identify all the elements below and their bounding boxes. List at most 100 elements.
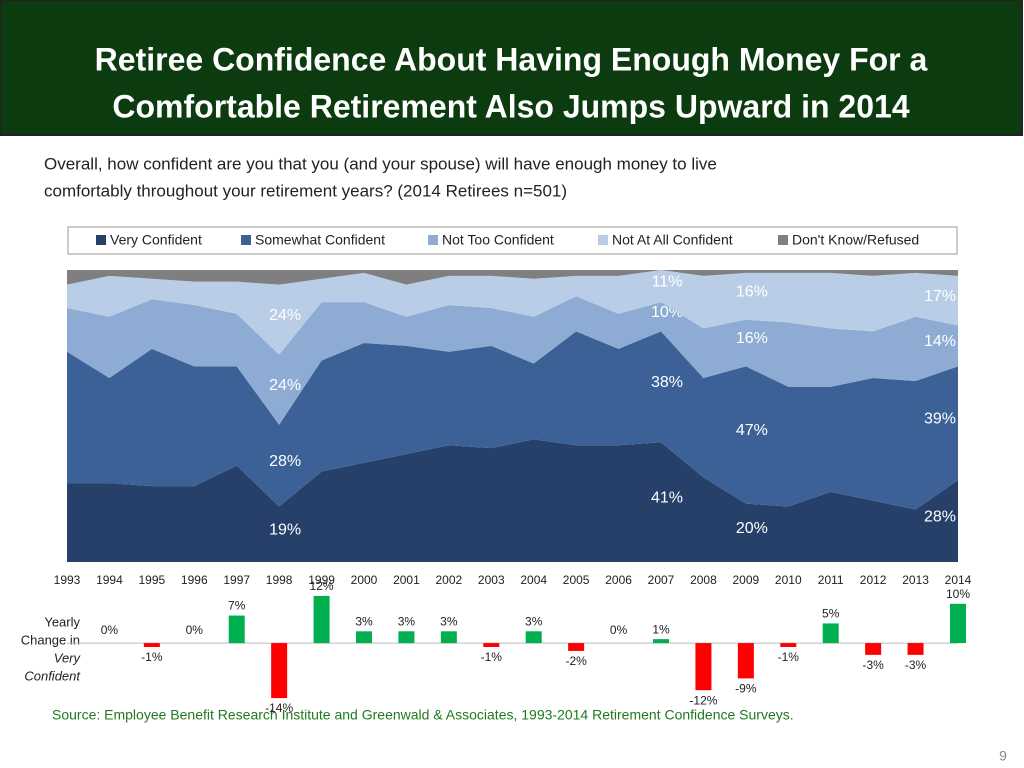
legend-label: Don't Know/Refused [792, 232, 919, 248]
data-label: -12% [689, 693, 717, 707]
data-label: 14% [924, 333, 956, 350]
legend-label: Very Confident [110, 232, 202, 248]
x-tick-label: 1994 [96, 573, 123, 587]
x-tick-label: 2014 [945, 573, 972, 587]
data-label: 1% [652, 622, 670, 636]
data-label: 7% [228, 599, 246, 613]
area-band [67, 439, 958, 562]
data-label: 10% [946, 587, 970, 601]
x-tick-label: 1998 [266, 573, 293, 587]
x-tick-label: 1999 [308, 573, 335, 587]
bar [695, 643, 712, 691]
data-label: 38% [651, 374, 683, 391]
x-tick-label: 2001 [393, 573, 420, 587]
data-label: 16% [736, 283, 768, 300]
x-tick-label: 2011 [818, 573, 844, 587]
bar [950, 603, 966, 644]
y-axis-label: Confident [24, 668, 81, 683]
data-label: 41% [651, 489, 683, 506]
legend-label: Not At All Confident [612, 232, 733, 248]
data-label: -3% [862, 658, 884, 672]
data-label: -2% [565, 654, 587, 668]
x-tick-label: 1993 [54, 573, 81, 587]
y-axis-label: Very [54, 650, 82, 665]
legend-label: Somewhat Confident [255, 232, 385, 248]
data-label: 11% [652, 273, 683, 290]
data-label: -1% [778, 650, 800, 664]
area-band [67, 331, 958, 510]
x-tick-label: 2004 [520, 573, 547, 587]
data-label: 19% [269, 521, 301, 538]
x-tick-label: 1995 [139, 573, 166, 587]
bar [356, 631, 372, 644]
legend-swatch [428, 235, 438, 245]
bar [398, 631, 415, 644]
bar [568, 643, 585, 651]
data-label: 3% [398, 614, 416, 628]
subtitle-line: Overall, how confident are you that you … [44, 154, 717, 173]
bar [271, 643, 288, 699]
bar [907, 643, 924, 655]
data-label: 0% [186, 623, 204, 637]
title-line: Comfortable Retirement Also Jumps Upward… [112, 88, 909, 124]
data-label: 3% [525, 614, 543, 628]
title-banner [0, 0, 1023, 136]
data-label: -1% [481, 650, 503, 664]
x-tick-label: 2009 [733, 573, 760, 587]
area-band [67, 270, 958, 285]
area-band [67, 296, 958, 425]
legend-swatch [598, 235, 608, 245]
data-label: 28% [269, 453, 301, 470]
data-label: 28% [924, 508, 956, 525]
data-label: 3% [355, 614, 373, 628]
legend-label: Not Too Confident [442, 232, 554, 248]
data-label: 17% [924, 288, 956, 305]
source-note: Source: Employee Benefit Research Instit… [52, 707, 794, 723]
subtitle-line: comfortably throughout your retirement y… [44, 181, 567, 200]
data-label: 16% [736, 330, 768, 347]
x-tick-label: 1996 [181, 573, 208, 587]
x-tick-label: 2007 [648, 573, 675, 587]
page-number: 9 [999, 748, 1007, 764]
data-label: 24% [269, 377, 301, 394]
bar [780, 643, 797, 647]
x-tick-label: 2008 [690, 573, 717, 587]
data-label: 0% [101, 623, 119, 637]
x-tick-label: 2002 [436, 573, 463, 587]
legend-swatch [778, 235, 788, 245]
bar [440, 631, 457, 644]
data-label: 39% [924, 411, 956, 428]
bar [228, 615, 245, 644]
data-label: 3% [440, 614, 458, 628]
data-label: -3% [905, 658, 927, 672]
data-label: 47% [736, 422, 768, 439]
bar [653, 639, 669, 644]
x-tick-label: 2000 [351, 573, 378, 587]
data-label: 0% [610, 623, 628, 637]
data-label: 5% [822, 607, 840, 621]
legend-swatch [96, 235, 106, 245]
bar [143, 643, 160, 647]
data-label: -9% [735, 682, 757, 696]
bar [483, 643, 500, 647]
x-tick-label: 2010 [775, 573, 802, 587]
bar [525, 631, 542, 644]
y-axis-label: Change in [21, 632, 80, 647]
bar [865, 643, 882, 655]
bar [737, 643, 754, 679]
bar [313, 595, 330, 644]
x-tick-label: 2006 [605, 573, 632, 587]
area-band [67, 270, 958, 355]
y-axis-label: Yearly [44, 614, 80, 629]
x-tick-label: 2013 [902, 573, 929, 587]
data-label: 20% [736, 520, 768, 537]
x-tick-label: 2012 [860, 573, 887, 587]
data-label: 24% [269, 307, 301, 324]
bar [822, 623, 839, 644]
data-label: -1% [141, 650, 163, 664]
x-tick-label: 2003 [478, 573, 505, 587]
legend-swatch [241, 235, 251, 245]
title-line: Retiree Confidence About Having Enough M… [95, 41, 928, 77]
